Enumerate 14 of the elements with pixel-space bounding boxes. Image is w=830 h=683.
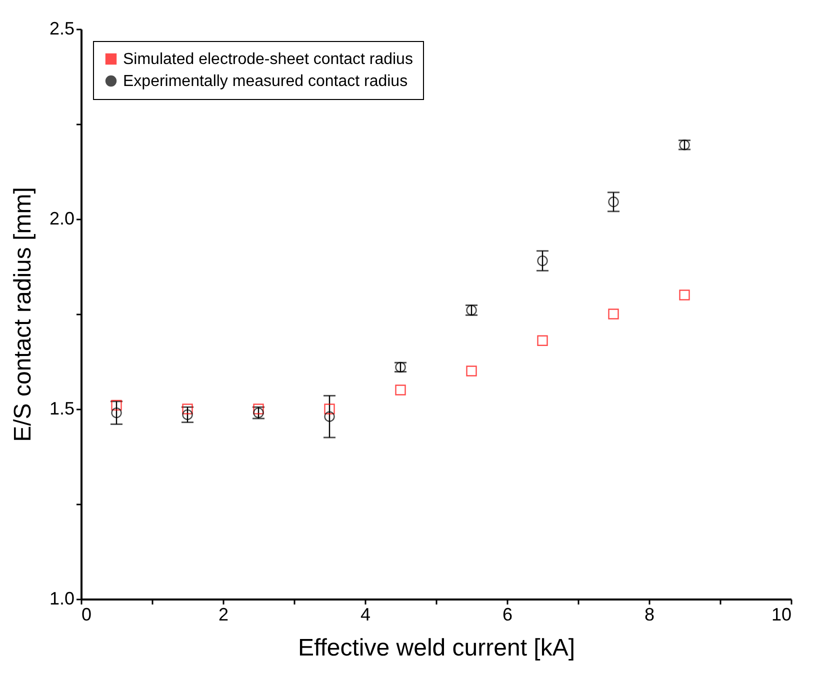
- x-tick-label: 8: [644, 604, 655, 624]
- legend-label: Simulated electrode-sheet contact radius: [123, 51, 413, 68]
- y-axis-title: E/S contact radius [mm]: [9, 187, 36, 442]
- legend-label: Experimentally measured contact radius: [123, 73, 408, 90]
- y-tick-label: 1.0: [49, 588, 74, 608]
- x-tick-label: 2: [218, 604, 229, 624]
- x-tick-label: 4: [360, 604, 371, 624]
- x-axis-title: Effective weld current [kA]: [298, 634, 576, 662]
- y-tick-label: 2.5: [49, 18, 74, 38]
- x-tick-label: 6: [502, 604, 513, 624]
- x-tick-label: 10: [771, 604, 792, 624]
- y-tick-label: 2.0: [49, 208, 74, 228]
- y-tick-label: 1.5: [49, 398, 74, 418]
- x-tick-label: 0: [82, 604, 92, 624]
